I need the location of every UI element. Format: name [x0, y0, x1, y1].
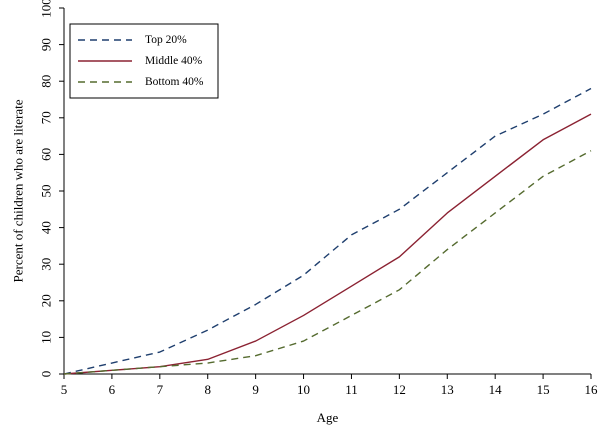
- y-tick-label: 0: [39, 371, 54, 378]
- y-axis-title: Percent of children who are literate: [11, 99, 26, 282]
- y-tick-label: 90: [39, 38, 54, 51]
- series-lines: [63, 87, 592, 375]
- legend-label-0: Top 20%: [145, 34, 187, 46]
- y-tick-label: 50: [39, 185, 54, 198]
- y-tick-label: 40: [39, 221, 54, 234]
- x-tick-label: 6: [109, 382, 116, 397]
- x-tick-label: 11: [345, 382, 358, 397]
- x-tick-label: 13: [441, 382, 454, 397]
- x-tick-label: 10: [297, 382, 310, 397]
- y-tick-label: 100: [39, 0, 54, 18]
- x-tick-label: 5: [61, 382, 68, 397]
- legend-label-1: Middle 40%: [145, 55, 203, 67]
- x-tick-label: 7: [157, 382, 164, 397]
- y-axis-ticks: 0 10 20 30 40 50 60 70 80 90 100: [39, 0, 64, 378]
- x-tick-label: 15: [537, 382, 550, 397]
- legend-label-2: Bottom 40%: [145, 76, 204, 88]
- series-line-0: [63, 87, 592, 375]
- legend-items: Top 20% Middle 40% Bottom 40%: [78, 34, 204, 88]
- x-axis-ticks: 5 6 7 8 9 10 11 12 13 14 15 16: [61, 374, 598, 397]
- series-line-1: [63, 113, 592, 375]
- x-tick-label: 16: [585, 382, 599, 397]
- plot-area: 0 10 20 30 40 50 60 70 80 90 100 5 6 7 8 9 10 11 12 13 14 15…: [39, 0, 599, 397]
- legend: Top 20% Middle 40% Bottom 40%: [69, 23, 219, 99]
- y-tick-label: 60: [39, 148, 54, 161]
- x-tick-label: 8: [204, 382, 211, 397]
- x-tick-label: 12: [393, 382, 406, 397]
- y-tick-label: 70: [39, 111, 54, 124]
- x-tick-label: 9: [252, 382, 259, 397]
- x-axis-title: Age: [317, 410, 339, 425]
- y-tick-label: 10: [39, 331, 54, 344]
- series-line-2: [63, 150, 592, 375]
- x-tick-label: 14: [489, 382, 503, 397]
- y-tick-label: 30: [39, 258, 54, 271]
- y-tick-label: 20: [39, 294, 54, 307]
- y-tick-label: 80: [39, 75, 54, 88]
